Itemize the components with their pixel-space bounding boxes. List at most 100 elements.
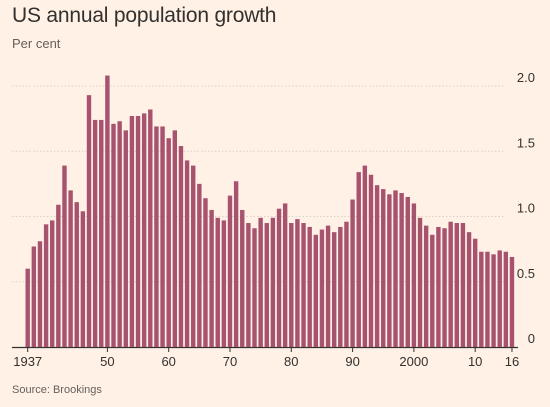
bar-1947 [86,95,92,347]
bar-1983 [307,226,312,347]
chart-subtitle: Per cent [12,36,61,51]
bar-1969 [221,220,227,347]
bar-2012 [485,251,490,347]
bar-1943 [62,165,67,347]
bar-1942 [56,204,61,347]
bar-1968 [215,217,220,347]
bars [25,75,515,348]
bar-1965 [197,183,202,348]
x-tick-label: 80 [284,354,298,369]
bar-1964 [191,165,196,347]
bar-1953 [123,130,128,347]
x-tick-label: 60 [161,354,175,369]
bar-1987 [332,232,337,347]
bar-1971 [233,181,239,347]
bar-2005 [442,228,447,347]
bar-1939 [37,241,43,347]
bar-1954 [129,116,135,347]
bar-1940 [43,224,49,347]
y-tick-label: 0.5 [517,266,535,281]
x-tick-label: 10 [468,354,482,369]
y-tick-label: 1.0 [517,201,535,216]
bar-1994 [374,185,380,347]
bar-1992 [362,165,368,347]
y-tick-label: 1.5 [517,135,535,150]
bar-1963 [184,160,190,347]
bar-1974 [252,228,257,347]
bar-1949 [99,119,104,348]
bar-1997 [393,190,398,347]
bar-2009 [466,232,472,347]
bar-1995 [381,189,386,347]
bar-1937 [25,268,30,347]
chart-source: Source: Brookings [12,384,102,396]
bar-1989 [344,221,349,347]
bar-1993 [368,174,374,347]
bar-1977 [270,217,276,347]
bar-1979 [282,203,288,347]
bar-1988 [338,226,343,347]
bar-1955 [135,116,141,347]
bar-1999 [405,196,410,347]
bar-2003 [430,234,435,347]
bar-1982 [301,223,306,347]
bar-1986 [325,225,331,347]
bar-2008 [460,223,466,347]
bar-1962 [178,146,184,347]
bar-1996 [387,194,392,347]
bar-1966 [203,198,208,347]
bar-1938 [31,246,37,347]
bar-1975 [258,217,263,347]
bar-1941 [50,220,55,347]
bar-1958 [154,126,159,348]
bar-1970 [227,195,233,347]
x-tick-label: 1937 [13,354,42,369]
bar-1945 [74,202,79,347]
bar-1956 [141,113,147,347]
bar-2016 [509,256,515,347]
x-tick-label: 90 [345,354,359,369]
x-tick-label: 2000 [399,354,428,369]
bar-1952 [117,121,122,348]
bar-1944 [68,190,73,347]
bar-2015 [503,251,509,347]
bar-2007 [454,223,459,347]
x-tick-label: 50 [100,354,114,369]
bar-1967 [209,209,214,347]
x-tick-label: 16 [505,354,519,369]
bar-1998 [399,193,404,347]
chart-title: US annual population growth [12,4,277,27]
bar-1984 [313,234,319,347]
bar-1961 [172,130,178,347]
bar-1985 [319,229,325,347]
bar-1960 [166,138,171,347]
bar-2013 [491,254,496,347]
bar-1981 [295,219,300,347]
bar-1978 [276,208,282,347]
bar-2010 [472,238,478,347]
bar-1957 [148,109,153,348]
bar-2001 [417,217,423,347]
y-tick-label: 0 [528,331,535,346]
bar-2011 [479,251,484,347]
bar-1976 [264,223,269,347]
x-tick-labels: 1937 50 60 70 80 90 2000 10 16 [13,347,519,369]
bar-2002 [423,225,429,347]
x-tick-label: 70 [223,354,237,369]
bar-1946 [80,211,86,347]
bar-1973 [246,223,251,347]
bar-1991 [356,172,361,347]
bar-1950 [105,75,110,347]
bar-2014 [497,250,502,347]
bar-1948 [92,119,98,348]
bar-2004 [436,226,441,347]
bar-2006 [448,221,453,347]
y-tick-label: 2.0 [517,70,535,85]
bar-1990 [350,199,355,347]
bar-1972 [240,209,245,347]
bar-1951 [111,123,116,347]
bar-2000 [411,203,417,347]
bar-1980 [289,223,294,347]
y-tick-labels: 0 0.5 1.0 1.5 2.0 [517,70,535,346]
